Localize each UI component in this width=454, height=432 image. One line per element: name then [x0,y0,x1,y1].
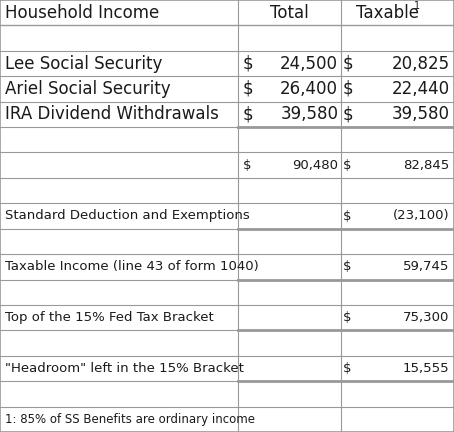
Text: 1: 1 [414,1,419,11]
Text: 59,745: 59,745 [403,260,449,273]
Text: 26,400: 26,400 [280,80,338,98]
Text: $: $ [343,105,353,124]
Text: 39,580: 39,580 [391,105,449,124]
Text: Household Income: Household Income [5,4,159,22]
Text: 22,440: 22,440 [391,80,449,98]
Text: Taxable Income (line 43 of form 1040): Taxable Income (line 43 of form 1040) [5,260,258,273]
Text: $: $ [343,260,351,273]
Text: $: $ [343,159,351,172]
Text: $: $ [343,80,353,98]
Text: $: $ [243,80,253,98]
Text: Top of the 15% Fed Tax Bracket: Top of the 15% Fed Tax Bracket [5,311,213,324]
Text: Total: Total [270,4,309,22]
Text: $: $ [343,210,351,222]
Text: 20,825: 20,825 [391,54,449,73]
Text: $: $ [343,54,353,73]
Text: Standard Deduction and Exemptions: Standard Deduction and Exemptions [5,210,249,222]
Text: $: $ [243,105,253,124]
Text: Taxable: Taxable [355,4,419,22]
Text: "Headroom" left in the 15% Bracket: "Headroom" left in the 15% Bracket [5,362,243,375]
Text: 82,845: 82,845 [403,159,449,172]
Text: Lee Social Security: Lee Social Security [5,54,162,73]
Text: $: $ [243,159,252,172]
Text: $: $ [343,311,351,324]
Text: 15,555: 15,555 [403,362,449,375]
Text: 24,500: 24,500 [280,54,338,73]
Text: 39,580: 39,580 [280,105,338,124]
Text: (23,100): (23,100) [393,210,449,222]
Text: $: $ [343,362,351,375]
Text: 1: 85% of SS Benefits are ordinary income: 1: 85% of SS Benefits are ordinary incom… [5,413,255,426]
Text: Ariel Social Security: Ariel Social Security [5,80,170,98]
Text: IRA Dividend Withdrawals: IRA Dividend Withdrawals [5,105,218,124]
Text: $: $ [243,54,253,73]
Text: 75,300: 75,300 [403,311,449,324]
Text: 90,480: 90,480 [292,159,338,172]
